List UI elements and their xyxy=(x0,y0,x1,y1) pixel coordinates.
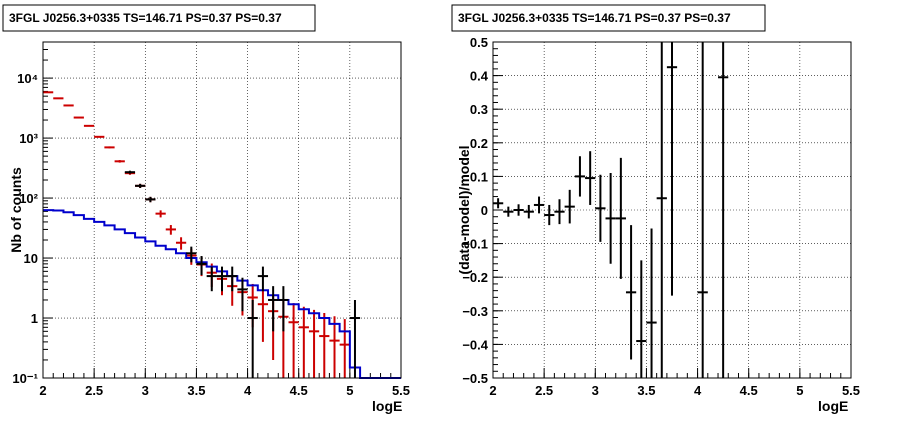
plot-frame xyxy=(492,41,852,379)
x-tick-label: 4.5 xyxy=(290,383,308,398)
y-tick-label: 10⁴ xyxy=(17,71,38,86)
x-tick-label: 2.5 xyxy=(85,383,103,398)
x-tick-label: 2.5 xyxy=(535,383,553,398)
plot-frame xyxy=(42,41,402,379)
x-tick-label: 4 xyxy=(244,383,252,398)
x-tick-label: 3 xyxy=(592,383,599,398)
y-tick-label: −0.1 xyxy=(462,237,488,252)
y-tick-label: 0.1 xyxy=(470,169,488,184)
y-tick-label: 0.4 xyxy=(470,69,489,84)
left-y-axis-label: Nb of counts xyxy=(8,167,24,253)
right-chart-title: 3FGL J0256.3+0335 TS=146.71 PS=0.37 PS=0… xyxy=(458,11,731,25)
y-tick-label: 1 xyxy=(31,311,38,326)
x-tick-label: 3.5 xyxy=(187,383,205,398)
left-title-box: 3FGL J0256.3+0335 TS=146.71 PS=0.37 PS=0… xyxy=(2,4,316,32)
x-tick-label: 5.5 xyxy=(392,383,410,398)
x-tick-label: 2 xyxy=(489,383,496,398)
y-tick-label: 10⁻¹ xyxy=(12,371,38,386)
x-tick-label: 4 xyxy=(694,383,702,398)
left-x-axis-label: logE xyxy=(372,398,402,414)
left-chart-title: 3FGL J0256.3+0335 TS=146.71 PS=0.37 PS=0… xyxy=(9,11,282,25)
right-title-box: 3FGL J0256.3+0335 TS=146.71 PS=0.37 PS=0… xyxy=(451,4,766,32)
x-tick-label: 5 xyxy=(796,383,803,398)
x-tick-label: 4.5 xyxy=(740,383,758,398)
blue-model-step-line xyxy=(43,209,401,379)
counts-plot: 2 2.5 3 3.5 4 4.5 5 5.5 10⁻¹ 1 10 10² 10³ 10⁴ xyxy=(12,41,410,398)
plot-area xyxy=(43,42,401,378)
y-tick-label: 10 xyxy=(24,251,38,266)
residuals-plot: 2 2.5 3 3.5 4 4.5 5 5.5 −0.5 −0.4 −0.3 −0.2 −0.1 0 0.1… xyxy=(462,35,860,398)
y-tick-label: 0.3 xyxy=(470,102,488,117)
y-tick-label: 0 xyxy=(481,203,488,218)
x-tick-label: 5.5 xyxy=(842,383,860,398)
y-tick-label: 10³ xyxy=(19,131,38,146)
y-tick-label: −0.4 xyxy=(462,337,488,352)
y-tick-label: 0.5 xyxy=(470,35,488,50)
x-tick-label: 2 xyxy=(39,383,46,398)
right-y-axis-label: (data-model)/model xyxy=(456,145,472,274)
y-tick-label: 0.2 xyxy=(470,136,488,151)
right-x-axis-label: logE xyxy=(818,398,848,414)
x-tick-label: 5 xyxy=(346,383,353,398)
y-tick-label: −0.3 xyxy=(462,304,488,319)
y-tick-label: −0.2 xyxy=(462,270,488,285)
x-tick-label: 3 xyxy=(142,383,149,398)
x-tick-label: 3.5 xyxy=(637,383,655,398)
y-tick-label: 10² xyxy=(19,191,38,206)
y-tick-label: −0.5 xyxy=(462,371,488,386)
